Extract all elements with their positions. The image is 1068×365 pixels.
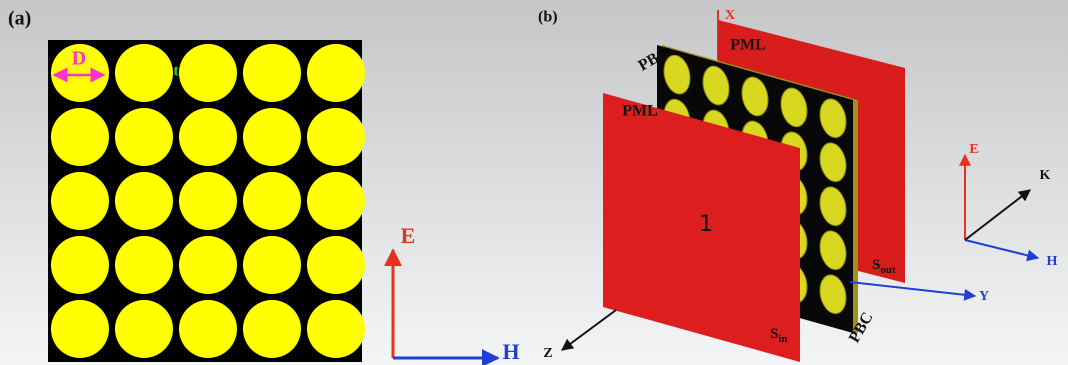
disk [243, 172, 301, 230]
k-label: K [1040, 168, 1051, 183]
disk [51, 172, 109, 230]
disk [115, 236, 173, 294]
disk [179, 236, 237, 294]
disk [243, 44, 301, 102]
disk [51, 300, 109, 358]
disk [179, 44, 237, 102]
x-axis-label: X [725, 8, 735, 23]
s-out-main: S [872, 257, 880, 273]
front-pml-label: PML [622, 103, 658, 120]
disk [179, 172, 237, 230]
disk [307, 172, 365, 230]
disk [179, 300, 237, 358]
disk [243, 300, 301, 358]
disk [115, 300, 173, 358]
disk [115, 172, 173, 230]
disk-array [51, 44, 365, 358]
y-axis-label: Y [979, 289, 989, 304]
back-pml-label: PML [730, 37, 766, 54]
gap-label: t [173, 63, 179, 80]
diameter-label: D [72, 48, 86, 70]
s-in-sub: in [778, 333, 787, 345]
s-out-sub: out [880, 264, 896, 276]
disk [307, 108, 365, 166]
disk [51, 108, 109, 166]
disk [307, 44, 365, 102]
port-label: 1 [699, 212, 713, 237]
disk [307, 236, 365, 294]
disk [307, 300, 365, 358]
disk [115, 44, 173, 102]
disk [115, 108, 173, 166]
figure: (a) D t E H (b) X PML PBC Y Sout PML 1 S… [0, 0, 1068, 365]
z-axis-label: Z [543, 346, 552, 361]
h-label: H [502, 339, 519, 364]
panel-label: (a) [8, 8, 31, 30]
s-in-main: S [770, 326, 778, 342]
panel-label: (b) [538, 9, 558, 26]
disk [243, 236, 301, 294]
h-label: H [1047, 254, 1058, 269]
disk [243, 108, 301, 166]
e-label: E [401, 223, 416, 248]
disk [51, 236, 109, 294]
disk [179, 108, 237, 166]
e-label: E [969, 142, 978, 157]
